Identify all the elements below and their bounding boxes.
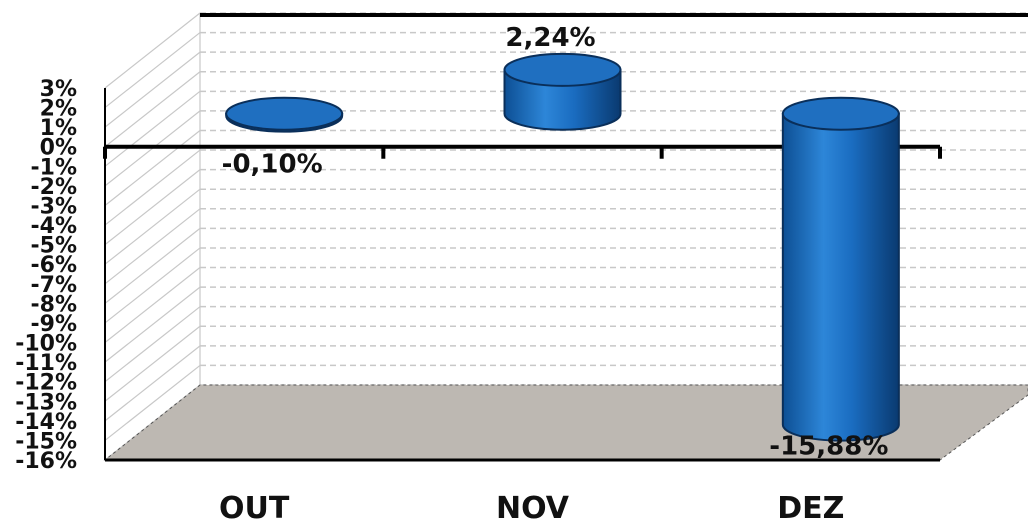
depth-gridline-4 <box>104 90 201 167</box>
y-tick-label-3: 0% <box>40 136 77 161</box>
data-label-1: 2,24% <box>505 23 595 53</box>
bar-cap-1 <box>503 52 622 87</box>
y-tick-label-15: -12% <box>15 371 77 396</box>
y-tick-label-13: -10% <box>15 332 77 357</box>
y-tick-label-9: -6% <box>31 253 77 278</box>
bar-cap-2 <box>781 96 900 131</box>
x-tick-labels: OUT NOV DEZ <box>219 491 844 523</box>
depth-gridline-13 <box>104 267 201 343</box>
bar-body-1 <box>503 68 622 131</box>
y-tick-label-0: 3% <box>40 77 77 102</box>
x-tick-label-0: OUT <box>219 491 290 523</box>
y-tick-label-1: 2% <box>40 97 77 122</box>
depth-gridline-17 <box>104 345 201 422</box>
data-labels: -0,10% 2,24% -15,88% <box>222 23 889 462</box>
y-tick-label-19: -16% <box>15 449 77 474</box>
y-tick-label-14: -11% <box>15 351 77 376</box>
bar-nov <box>503 52 622 131</box>
y-tick-label-17: -14% <box>15 410 77 435</box>
depth-gridline-16 <box>104 325 201 402</box>
y-tick-label-6: -3% <box>31 194 77 219</box>
bars-layer <box>225 52 900 442</box>
depth-gridline-11 <box>104 227 201 304</box>
bar-out <box>225 96 344 133</box>
y-tick-label-10: -7% <box>31 273 77 298</box>
depth-gridline-8 <box>104 169 201 246</box>
y-tick-label-7: -4% <box>31 214 77 239</box>
bar-body-2 <box>781 112 900 442</box>
bar-cap-0 <box>225 96 344 131</box>
y-tick-label-2: 1% <box>40 116 77 141</box>
data-label-2: -15,88% <box>769 432 888 462</box>
depth-gridline-2 <box>104 51 201 128</box>
depth-gridline-15 <box>104 306 201 383</box>
bar-dez <box>781 96 900 442</box>
depth-gridline-12 <box>104 247 201 324</box>
depth-gridline-10 <box>104 208 201 285</box>
y-tick-label-4: -1% <box>31 155 77 180</box>
y-tick-label-18: -15% <box>15 429 77 454</box>
depth-gridline-9 <box>104 188 201 265</box>
y-tick-label-8: -5% <box>31 234 77 259</box>
data-label-0: -0,10% <box>222 150 323 180</box>
depth-gridline-1 <box>104 32 201 109</box>
y-tick-label-12: -9% <box>31 312 77 337</box>
depth-gridline-14 <box>104 286 201 363</box>
depth-gridline-6 <box>104 130 201 206</box>
depth-gridline-18 <box>104 364 201 441</box>
y-tick-label-16: -13% <box>15 390 77 415</box>
depth-gridline-0 <box>104 12 201 89</box>
depth-gridline-7 <box>104 149 201 226</box>
y-tick-label-5: -2% <box>31 175 77 200</box>
x-tick-label-1: NOV <box>496 491 570 523</box>
x-tick-label-2: DEZ <box>777 491 844 523</box>
y-tick-label-11: -8% <box>31 292 77 317</box>
y-tick-labels: 3%2%1%0%-1%-2%-3%-4%-5%-6%-7%-8%-9%-10%-… <box>15 77 77 474</box>
depth-gridline-3 <box>104 71 201 148</box>
